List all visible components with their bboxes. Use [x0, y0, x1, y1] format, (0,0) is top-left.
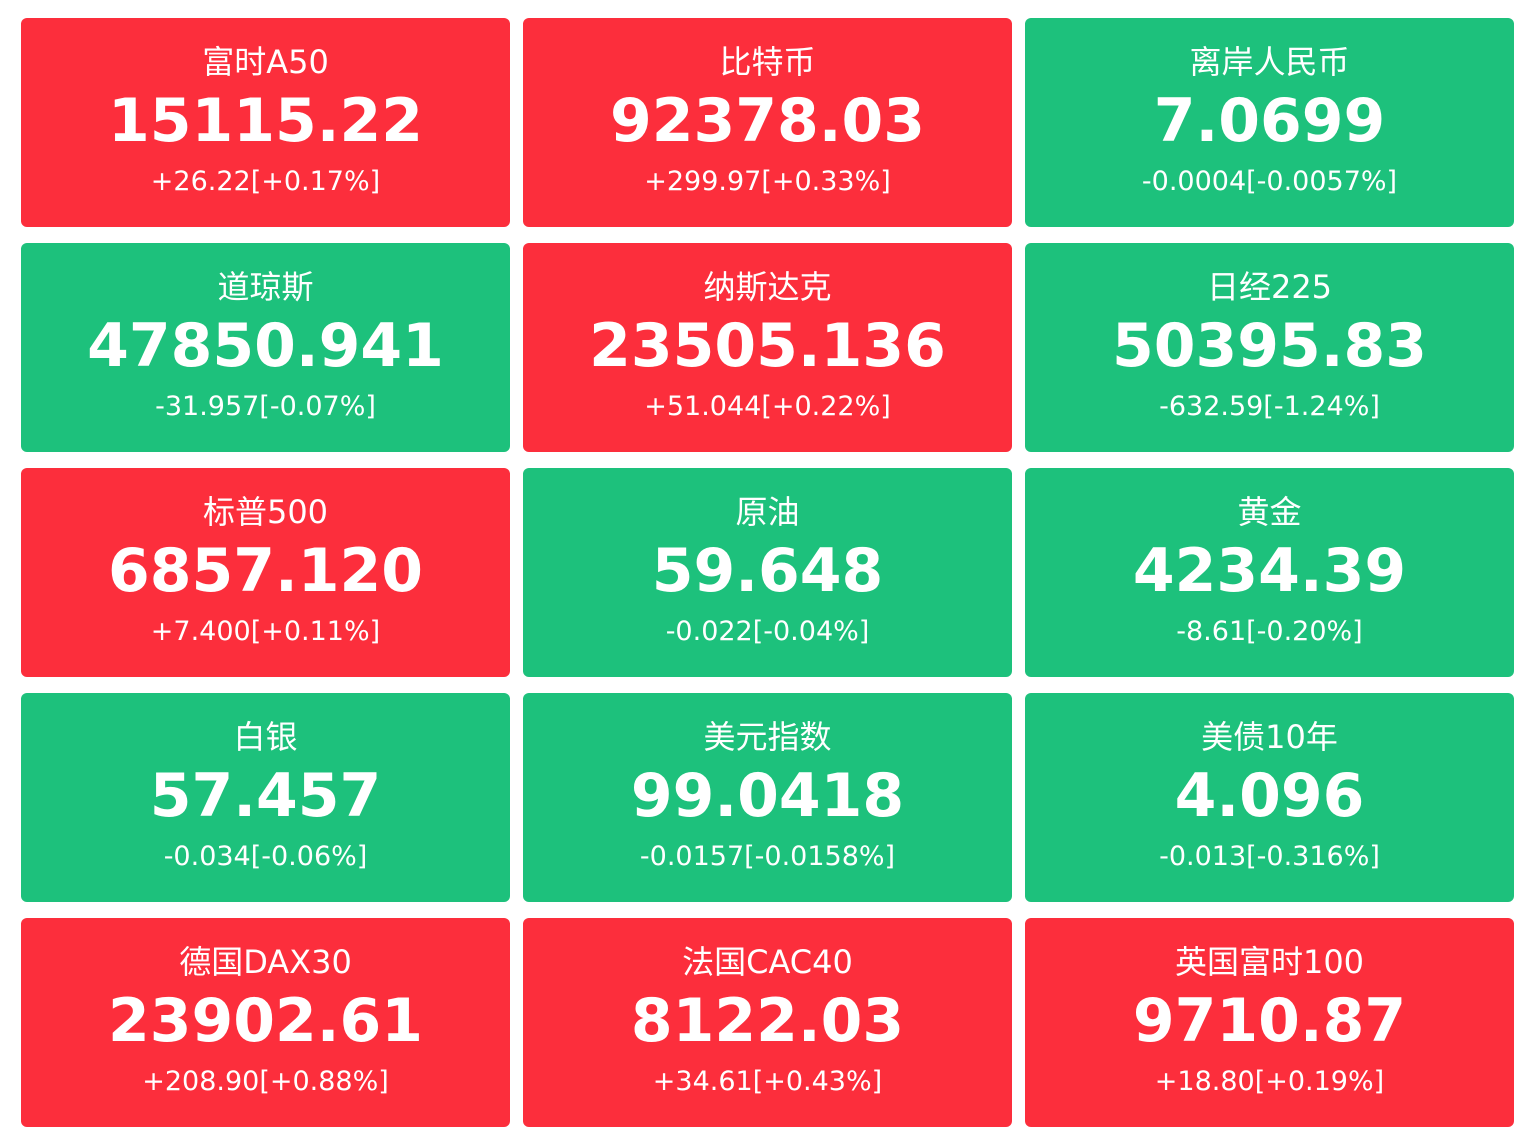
tile-cac40[interactable]: 法国CAC40 8122.03 +34.61[+0.43%]	[523, 918, 1012, 1127]
tile-us-10y-treasury[interactable]: 美债10年 4.096 -0.013[-0.316%]	[1025, 693, 1514, 902]
tile-value: 23902.61	[107, 986, 424, 1056]
tile-name: 纳斯达克	[703, 268, 832, 306]
tile-value: 7.0699	[1153, 86, 1386, 156]
tile-change: -0.034[-0.06%]	[163, 841, 368, 872]
tile-value: 50395.83	[1111, 311, 1428, 381]
tile-name: 白银	[233, 718, 298, 756]
tile-usd-index[interactable]: 美元指数 99.0418 -0.0157[-0.0158%]	[523, 693, 1012, 902]
tile-change: -0.022[-0.04%]	[665, 616, 870, 647]
tile-change: +208.90[+0.88%]	[142, 1066, 389, 1097]
tile-name: 标普500	[202, 493, 329, 531]
tile-dow-jones[interactable]: 道琼斯 47850.941 -31.957[-0.07%]	[21, 243, 510, 452]
tile-change: +26.22[+0.17%]	[150, 166, 381, 197]
tile-change: -0.0004[-0.0057%]	[1141, 166, 1398, 197]
tile-value: 4234.39	[1132, 536, 1407, 606]
tile-change: -632.59[-1.24%]	[1159, 391, 1380, 422]
tile-value: 15115.22	[107, 86, 424, 156]
tile-nasdaq[interactable]: 纳斯达克 23505.136 +51.044[+0.22%]	[523, 243, 1012, 452]
tile-name: 德国DAX30	[179, 943, 352, 981]
tile-change: -31.957[-0.07%]	[155, 391, 376, 422]
tile-offshore-rmb[interactable]: 离岸人民币 7.0699 -0.0004[-0.0057%]	[1025, 18, 1514, 227]
tile-value: 92378.03	[609, 86, 926, 156]
tile-crude-oil[interactable]: 原油 59.648 -0.022[-0.04%]	[523, 468, 1012, 677]
tile-name: 富时A50	[202, 43, 329, 81]
tile-value: 47850.941	[87, 311, 444, 381]
tile-change: +51.044[+0.22%]	[644, 391, 891, 422]
tile-value: 23505.136	[589, 311, 946, 381]
tile-change: +18.80[+0.19%]	[1154, 1066, 1385, 1097]
tile-name: 美债10年	[1201, 718, 1338, 756]
tile-dax30[interactable]: 德国DAX30 23902.61 +208.90[+0.88%]	[21, 918, 510, 1127]
tile-name: 原油	[735, 493, 800, 531]
market-index-grid: 富时A50 15115.22 +26.22[+0.17%] 比特币 92378.…	[21, 18, 1514, 1127]
tile-bitcoin[interactable]: 比特币 92378.03 +299.97[+0.33%]	[523, 18, 1012, 227]
tile-value: 9710.87	[1132, 986, 1407, 1056]
tile-ftse-a50[interactable]: 富时A50 15115.22 +26.22[+0.17%]	[21, 18, 510, 227]
tile-value: 8122.03	[630, 986, 905, 1056]
tile-ftse-100[interactable]: 英国富时100 9710.87 +18.80[+0.19%]	[1025, 918, 1514, 1127]
tile-name: 美元指数	[703, 718, 832, 756]
tile-gold[interactable]: 黄金 4234.39 -8.61[-0.20%]	[1025, 468, 1514, 677]
tile-nikkei-225[interactable]: 日经225 50395.83 -632.59[-1.24%]	[1025, 243, 1514, 452]
tile-change: +7.400[+0.11%]	[150, 616, 381, 647]
tile-silver[interactable]: 白银 57.457 -0.034[-0.06%]	[21, 693, 510, 902]
tile-change: +299.97[+0.33%]	[644, 166, 891, 197]
tile-name: 日经225	[1206, 268, 1333, 306]
tile-sp500[interactable]: 标普500 6857.120 +7.400[+0.11%]	[21, 468, 510, 677]
tile-name: 离岸人民币	[1189, 43, 1350, 81]
tile-name: 英国富时100	[1174, 943, 1365, 981]
tile-value: 57.457	[149, 761, 382, 831]
tile-name: 比特币	[719, 43, 816, 81]
tile-change: +34.61[+0.43%]	[652, 1066, 883, 1097]
tile-name: 法国CAC40	[682, 943, 853, 981]
tile-value: 59.648	[651, 536, 884, 606]
tile-value: 4.096	[1174, 761, 1365, 831]
tile-name: 黄金	[1237, 493, 1302, 531]
tile-value: 99.0418	[630, 761, 905, 831]
tile-name: 道琼斯	[217, 268, 314, 306]
tile-change: -0.013[-0.316%]	[1159, 841, 1380, 872]
tile-change: -8.61[-0.20%]	[1176, 616, 1363, 647]
tile-change: -0.0157[-0.0158%]	[639, 841, 896, 872]
tile-value: 6857.120	[107, 536, 424, 606]
